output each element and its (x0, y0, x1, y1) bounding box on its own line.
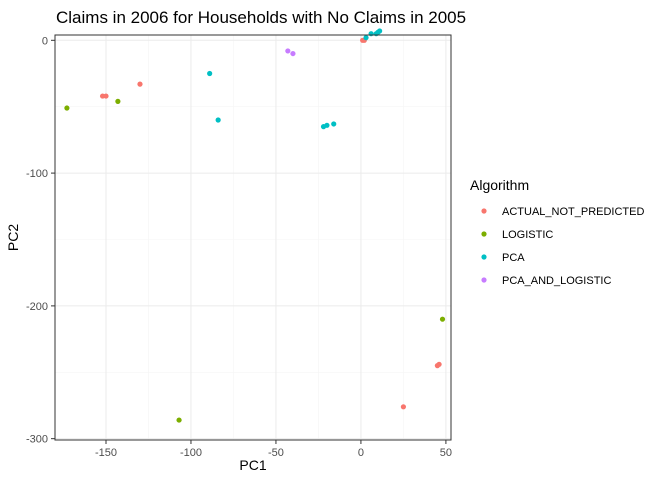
legend: Algorithm ACTUAL_NOT_PREDICTED LOGISTIC PC… (470, 177, 644, 287)
x-tick-label: -100 (180, 447, 202, 459)
legend-label-pca-and-logistic: PCA_AND_LOGISTIC (502, 275, 611, 287)
x-axis: -150 -100 -50 0 50 (95, 440, 452, 459)
plot-panel (55, 35, 451, 440)
legend-key-pca (481, 254, 487, 260)
data-point-pca (377, 28, 383, 34)
data-point-pca-and-logistic (290, 50, 296, 57)
data-point-pca (207, 70, 213, 77)
y-axis-title: PC2 (5, 224, 21, 251)
legend-label-logistic: LOGISTIC (502, 229, 553, 241)
y-axis: 0 -100 -200 -300 (26, 35, 55, 446)
y-tick-label: -100 (26, 168, 48, 180)
x-tick-label: 50 (440, 447, 452, 459)
legend-key-actual-not-predicted (481, 208, 487, 214)
legend-title: Algorithm (470, 177, 529, 193)
data-point-logistic (64, 105, 70, 111)
y-tick-label: -300 (26, 434, 48, 446)
data-point-actual-not-predicted (103, 93, 109, 99)
legend-label-pca: PCA (502, 252, 525, 264)
data-point-actual-not-predicted (436, 361, 442, 367)
data-point-pca (331, 121, 337, 127)
grid (55, 35, 451, 440)
plot-frame (54, 34, 452, 441)
data-point-pca (324, 122, 330, 128)
legend-key-pca-and-logistic (481, 277, 487, 283)
legend-label-actual-not-predicted: ACTUAL_NOT_PREDICTED (502, 206, 644, 218)
legend-items: ACTUAL_NOT_PREDICTED LOGISTIC PCA PCA_AND_L… (481, 206, 644, 287)
data-point-actual-not-predicted (400, 404, 407, 410)
data-point-pca-and-logistic (285, 48, 291, 54)
x-tick-label: -50 (268, 447, 284, 459)
data-point-logistic (115, 98, 121, 104)
data-point-logistic (176, 417, 182, 423)
data-point-pca (363, 35, 369, 41)
x-tick-label: 0 (358, 447, 364, 459)
y-tick-label: 0 (42, 35, 48, 47)
x-tick-label: -150 (95, 447, 117, 459)
x-axis-title: PC1 (239, 457, 266, 473)
data-point-actual-not-predicted (137, 81, 143, 87)
data-points (64, 28, 446, 423)
data-point-pca (215, 117, 221, 123)
data-point-logistic (439, 316, 446, 322)
chart-title: Claims in 2006 for Households with No Cl… (56, 8, 466, 27)
y-tick-label: -200 (26, 301, 48, 313)
legend-key-logistic (481, 231, 487, 237)
